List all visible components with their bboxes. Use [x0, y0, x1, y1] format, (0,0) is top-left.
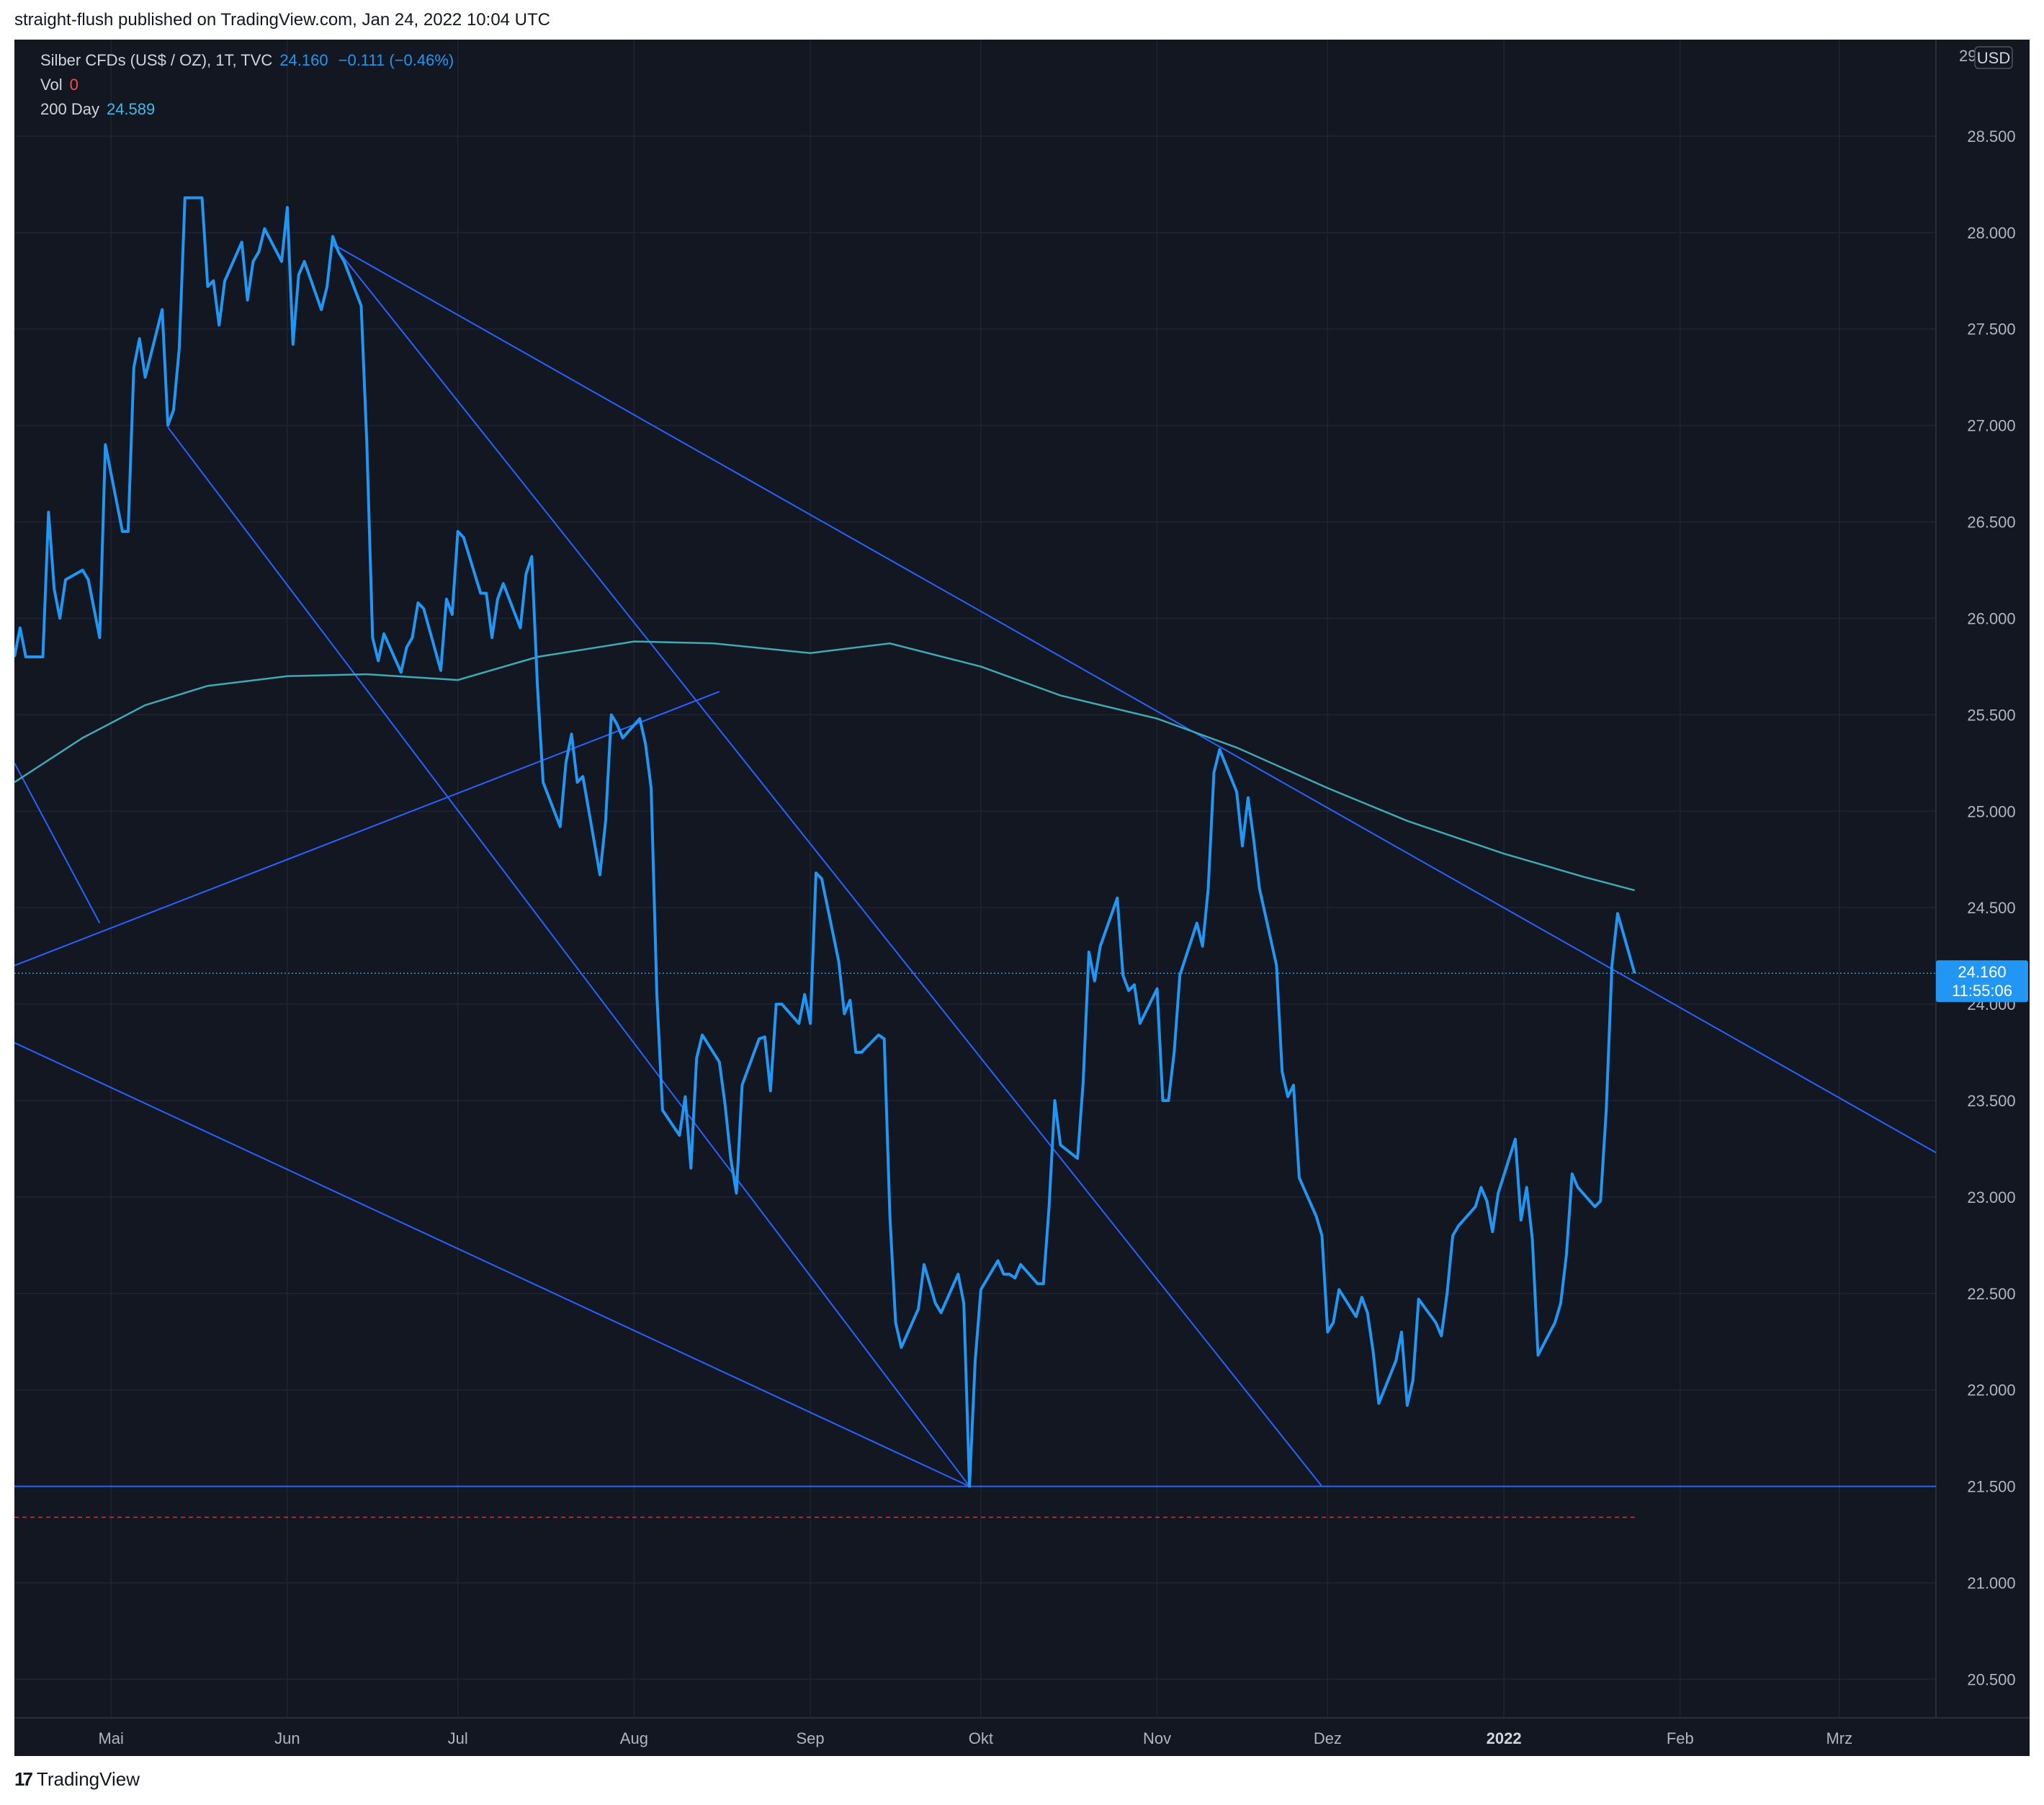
tradingview-brand[interactable]: 17 TradingView [14, 1768, 140, 1791]
time-tick-label: Sep [797, 1729, 825, 1747]
time-tick-label: Okt [969, 1729, 993, 1747]
legend-volume-row[interactable]: Vol 0 [40, 76, 79, 94]
price-tick-label: 22.000 [1967, 1381, 2015, 1399]
price-tag-countdown: 11:55:06 [1952, 982, 2012, 1000]
time-tick-label: Feb [1667, 1729, 1694, 1747]
time-tick-label: Mai [98, 1729, 123, 1747]
chart-canvas[interactable]: 20.500 21.000 21.500 22.000 22.500 23.000 23.5… [14, 40, 2030, 1756]
price-tick-label: 27.500 [1967, 321, 2015, 339]
price-tick-label: 26.500 [1967, 514, 2015, 532]
ma-value: 24.589 [106, 100, 156, 118]
tradingview-logo-icon: 17 [14, 1768, 33, 1790]
legend-symbol-row[interactable]: Silber CFDs (US$ / OZ), 1T, TVC 24.160 −0.… [40, 51, 454, 70]
price-tick-label: 21.000 [1967, 1575, 2015, 1593]
price-change: −0.111 (−0.46%) [338, 51, 454, 69]
trend-line [167, 426, 970, 1487]
time-tick-label: Jun [274, 1729, 300, 1747]
publish-info: straight-flush published on TradingView.… [14, 10, 550, 30]
trend-lines[interactable] [14, 243, 1937, 1487]
price-axis-labels: 20.500 21.000 21.500 22.000 22.500 23.000 23.5… [1967, 127, 2015, 1689]
price-tag: 24.160 11:55:06 [1936, 960, 2028, 1003]
time-tick-label: 2022 [1487, 1729, 1522, 1747]
horizontal-lines [14, 972, 1936, 1518]
price-tick-label: 27.000 [1967, 417, 2015, 435]
price-tick-label: 25.500 [1967, 706, 2015, 724]
ma-200-line [14, 640, 1635, 892]
volume-value: 0 [69, 76, 79, 94]
price-tick-label: 25.000 [1967, 802, 2015, 820]
price-tick-label: 23.000 [1967, 1188, 2015, 1206]
price-tick-label: 26.000 [1967, 609, 2015, 627]
currency-badge[interactable]: USD [1974, 46, 2013, 69]
price-tick-label: 21.500 [1967, 1478, 2015, 1496]
time-tick-label: Mrz [1826, 1729, 1852, 1747]
time-tick-label: Aug [620, 1729, 648, 1747]
time-axis-labels: Mai Jun Jul Aug Sep Okt Nov Dez 2022 Feb Mrz [98, 1729, 1852, 1747]
price-tick-label: 23.500 [1967, 1092, 2015, 1110]
grid-lines [14, 40, 1936, 1718]
time-tick-label: Jul [448, 1729, 468, 1747]
last-price: 24.160 [279, 51, 328, 69]
volume-label: Vol [40, 76, 63, 94]
legend-ma-row[interactable]: 200 Day 24.589 [40, 100, 155, 119]
trend-line [14, 1042, 970, 1487]
symbol-name: Silber CFDs (US$ / OZ), 1T, TVC [40, 51, 273, 69]
brand-name: TradingView [36, 1768, 140, 1790]
price-tick-label: 28.500 [1967, 127, 2015, 145]
trend-line [14, 691, 720, 967]
price-line [14, 196, 1636, 1488]
trend-line [14, 762, 101, 924]
price-tick-label: 24.500 [1967, 899, 2015, 917]
price-tag-value: 24.160 [1958, 963, 2006, 981]
price-tick-label: 28.000 [1967, 224, 2015, 242]
chart-panel[interactable]: 20.500 21.000 21.500 22.000 22.500 23.000 23.5… [14, 40, 2030, 1756]
price-tick-label: 22.500 [1967, 1285, 2015, 1303]
time-tick-label: Nov [1143, 1729, 1171, 1747]
time-tick-label: Dez [1314, 1729, 1342, 1747]
trend-line [332, 243, 1323, 1487]
price-axis-top-tick: 29 [1959, 47, 1976, 65]
trend-line [332, 243, 1937, 1154]
currency-label: USD [1977, 49, 2010, 67]
price-tick-label: 20.500 [1967, 1670, 2015, 1688]
ma-label: 200 Day [40, 100, 99, 118]
